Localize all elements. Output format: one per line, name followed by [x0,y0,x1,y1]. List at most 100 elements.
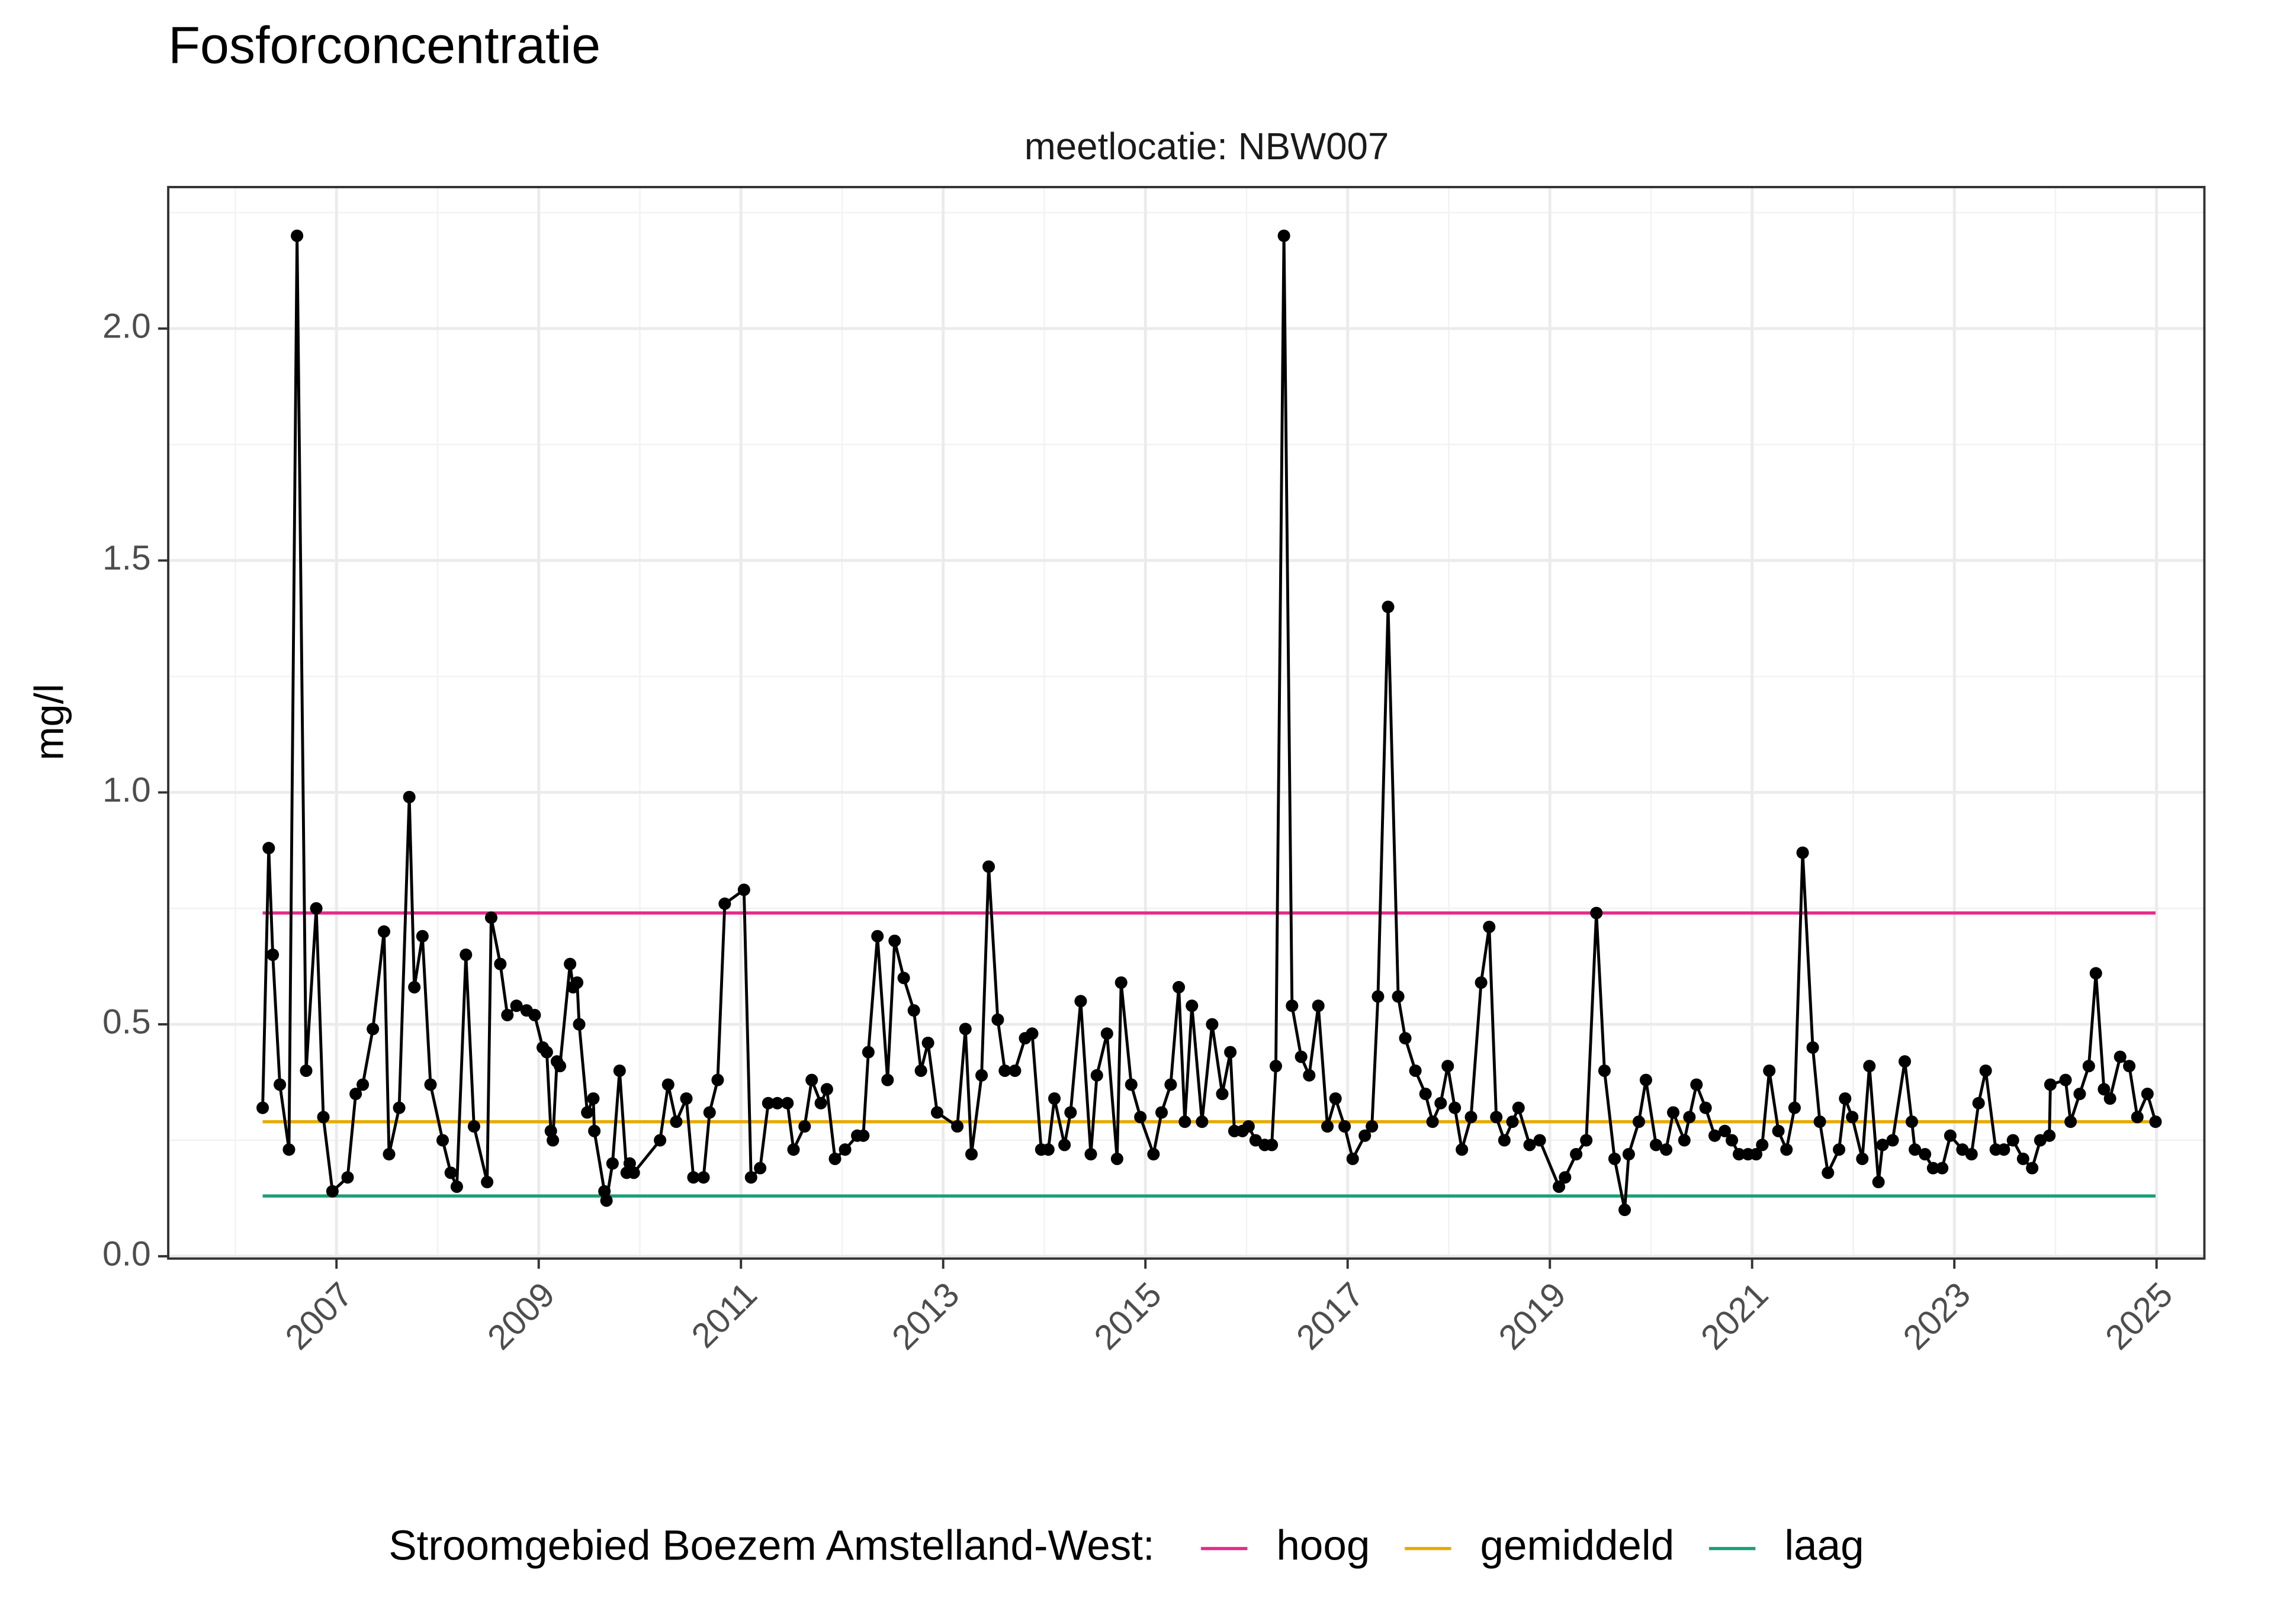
data-point [670,1115,683,1128]
data-point [781,1096,794,1110]
data-point [1622,1147,1635,1161]
data-point [697,1171,710,1184]
data-point [1856,1152,1869,1165]
chart-title: Fosforconcentratie [168,16,600,75]
data-point [1898,1055,1912,1068]
data-point [587,1092,600,1105]
data-point [1048,1092,1061,1105]
legend-label: laag [1784,1522,1864,1569]
data-point [881,1073,894,1086]
data-point [1839,1092,1852,1105]
data-point [951,1120,964,1133]
data-point [805,1073,818,1086]
data-point [1780,1143,1793,1156]
data-point [1863,1060,1876,1073]
data-point [554,1060,567,1073]
data-point [1426,1115,1439,1128]
data-point [1690,1078,1703,1091]
data-point [1441,1060,1454,1073]
data-point [356,1078,370,1091]
data-point [528,1008,541,1021]
data-point [1876,1139,1889,1152]
data-point [1456,1143,1469,1156]
data-point [1286,999,1299,1012]
data-point [1125,1078,1138,1091]
data-point [1590,906,1603,919]
data-point [1110,1152,1123,1165]
data-point [349,1088,362,1101]
y-tick-label: 1.5 [102,539,151,577]
data-point [326,1185,339,1198]
panel-border [167,186,2206,1260]
data-point [1972,1096,1985,1110]
data-point [588,1124,601,1137]
data-point [1506,1115,1519,1128]
data-point [959,1022,972,1035]
data-point [544,1124,557,1137]
data-point [680,1092,693,1105]
data-point [1997,1143,2010,1156]
data-point [1533,1134,1546,1147]
data-point [1409,1064,1422,1078]
data-point [888,934,901,947]
data-point [998,1064,1011,1078]
data-point [2131,1111,2144,1124]
data-point [547,1134,560,1147]
data-point [2089,967,2102,980]
data-point [501,1008,514,1021]
data-point [1846,1111,1859,1124]
data-point [377,925,390,938]
data-point [1216,1088,1229,1101]
data-point [2141,1088,2154,1101]
data-point [814,1096,827,1110]
data-point [1553,1180,1566,1193]
data-point [571,976,584,989]
data-point [787,1143,800,1156]
data-point [367,1022,380,1035]
data-point [1312,999,1325,1012]
data-point [654,1134,667,1147]
y-tick-label: 0.0 [102,1234,151,1273]
data-point [1277,229,1290,242]
data-point [1329,1092,1342,1105]
data-point [754,1162,767,1175]
data-point [1358,1129,1372,1142]
data-point [737,883,750,896]
data-point [1833,1143,1846,1156]
data-point [1483,921,1496,934]
data-point [408,980,421,993]
data-point [1772,1124,1785,1137]
data-point [1295,1050,1308,1063]
data-point [1788,1101,1801,1114]
data-point [282,1143,296,1156]
data-point [1392,990,1405,1003]
data-point [1100,1027,1113,1040]
data-point [1490,1111,1503,1124]
data-point [1886,1134,1899,1147]
data-point [573,1018,586,1031]
data-point [991,1013,1004,1026]
data-point [711,1073,724,1086]
legend-label: hoog [1276,1522,1370,1569]
data-point [2043,1129,2056,1142]
data-point [540,1046,553,1059]
data-point [627,1166,640,1179]
data-point [2059,1073,2072,1086]
data-point [564,957,577,970]
data-point [266,948,280,961]
data-point [460,948,473,961]
data-point [762,1096,775,1110]
y-tick-label: 2.0 [102,307,151,345]
data-point [1269,1060,1282,1073]
data-point [820,1083,833,1096]
data-point [1580,1134,1593,1147]
data-point [1965,1147,1978,1161]
data-point [2082,1060,2095,1073]
data-point [1632,1115,1645,1128]
data-point [393,1101,406,1114]
data-point [613,1064,626,1078]
data-point [484,911,497,924]
data-point [606,1157,619,1170]
data-point [1683,1111,1696,1124]
data-point [1224,1046,1237,1059]
